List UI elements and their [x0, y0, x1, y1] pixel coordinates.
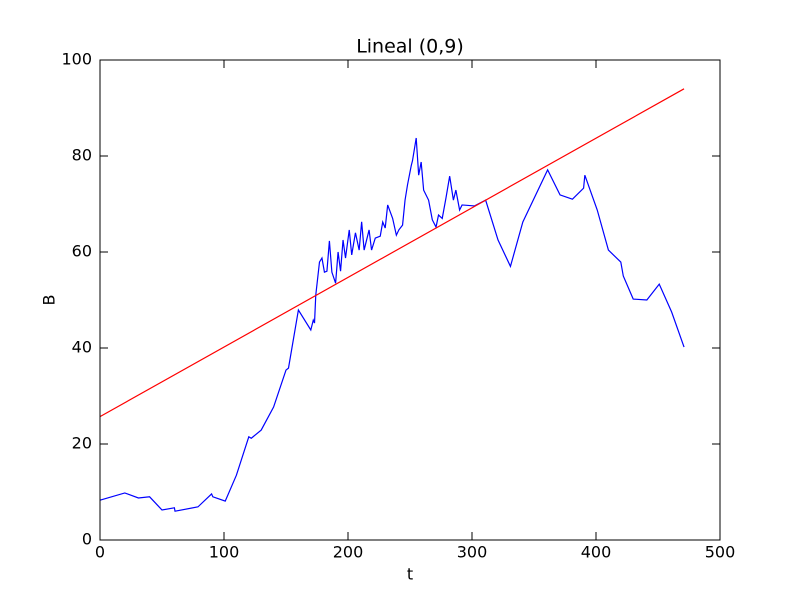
y-tick-label: 100: [61, 50, 92, 69]
x-tick-label: 400: [581, 543, 612, 562]
x-tick-label: 0: [95, 543, 105, 562]
data-line: [99, 137, 685, 512]
data-line: [99, 88, 685, 418]
x-tick-label: 500: [705, 543, 736, 562]
x-tick-label: 300: [457, 543, 488, 562]
y-tick-label: 40: [72, 338, 92, 357]
y-tick-label: 0: [82, 530, 92, 549]
plot-frame: [99, 59, 721, 541]
y-tick-label: 60: [72, 242, 92, 261]
y-tick-label: 20: [72, 434, 92, 453]
plot-area: [99, 88, 685, 512]
x-tick-label: 200: [333, 543, 364, 562]
x-tick-label: 100: [209, 543, 240, 562]
y-axis-label: B: [40, 295, 59, 306]
x-axis-label: t: [407, 565, 413, 584]
chart-title: Lineal (0,9): [356, 36, 464, 58]
y-tick-label: 80: [72, 146, 92, 165]
